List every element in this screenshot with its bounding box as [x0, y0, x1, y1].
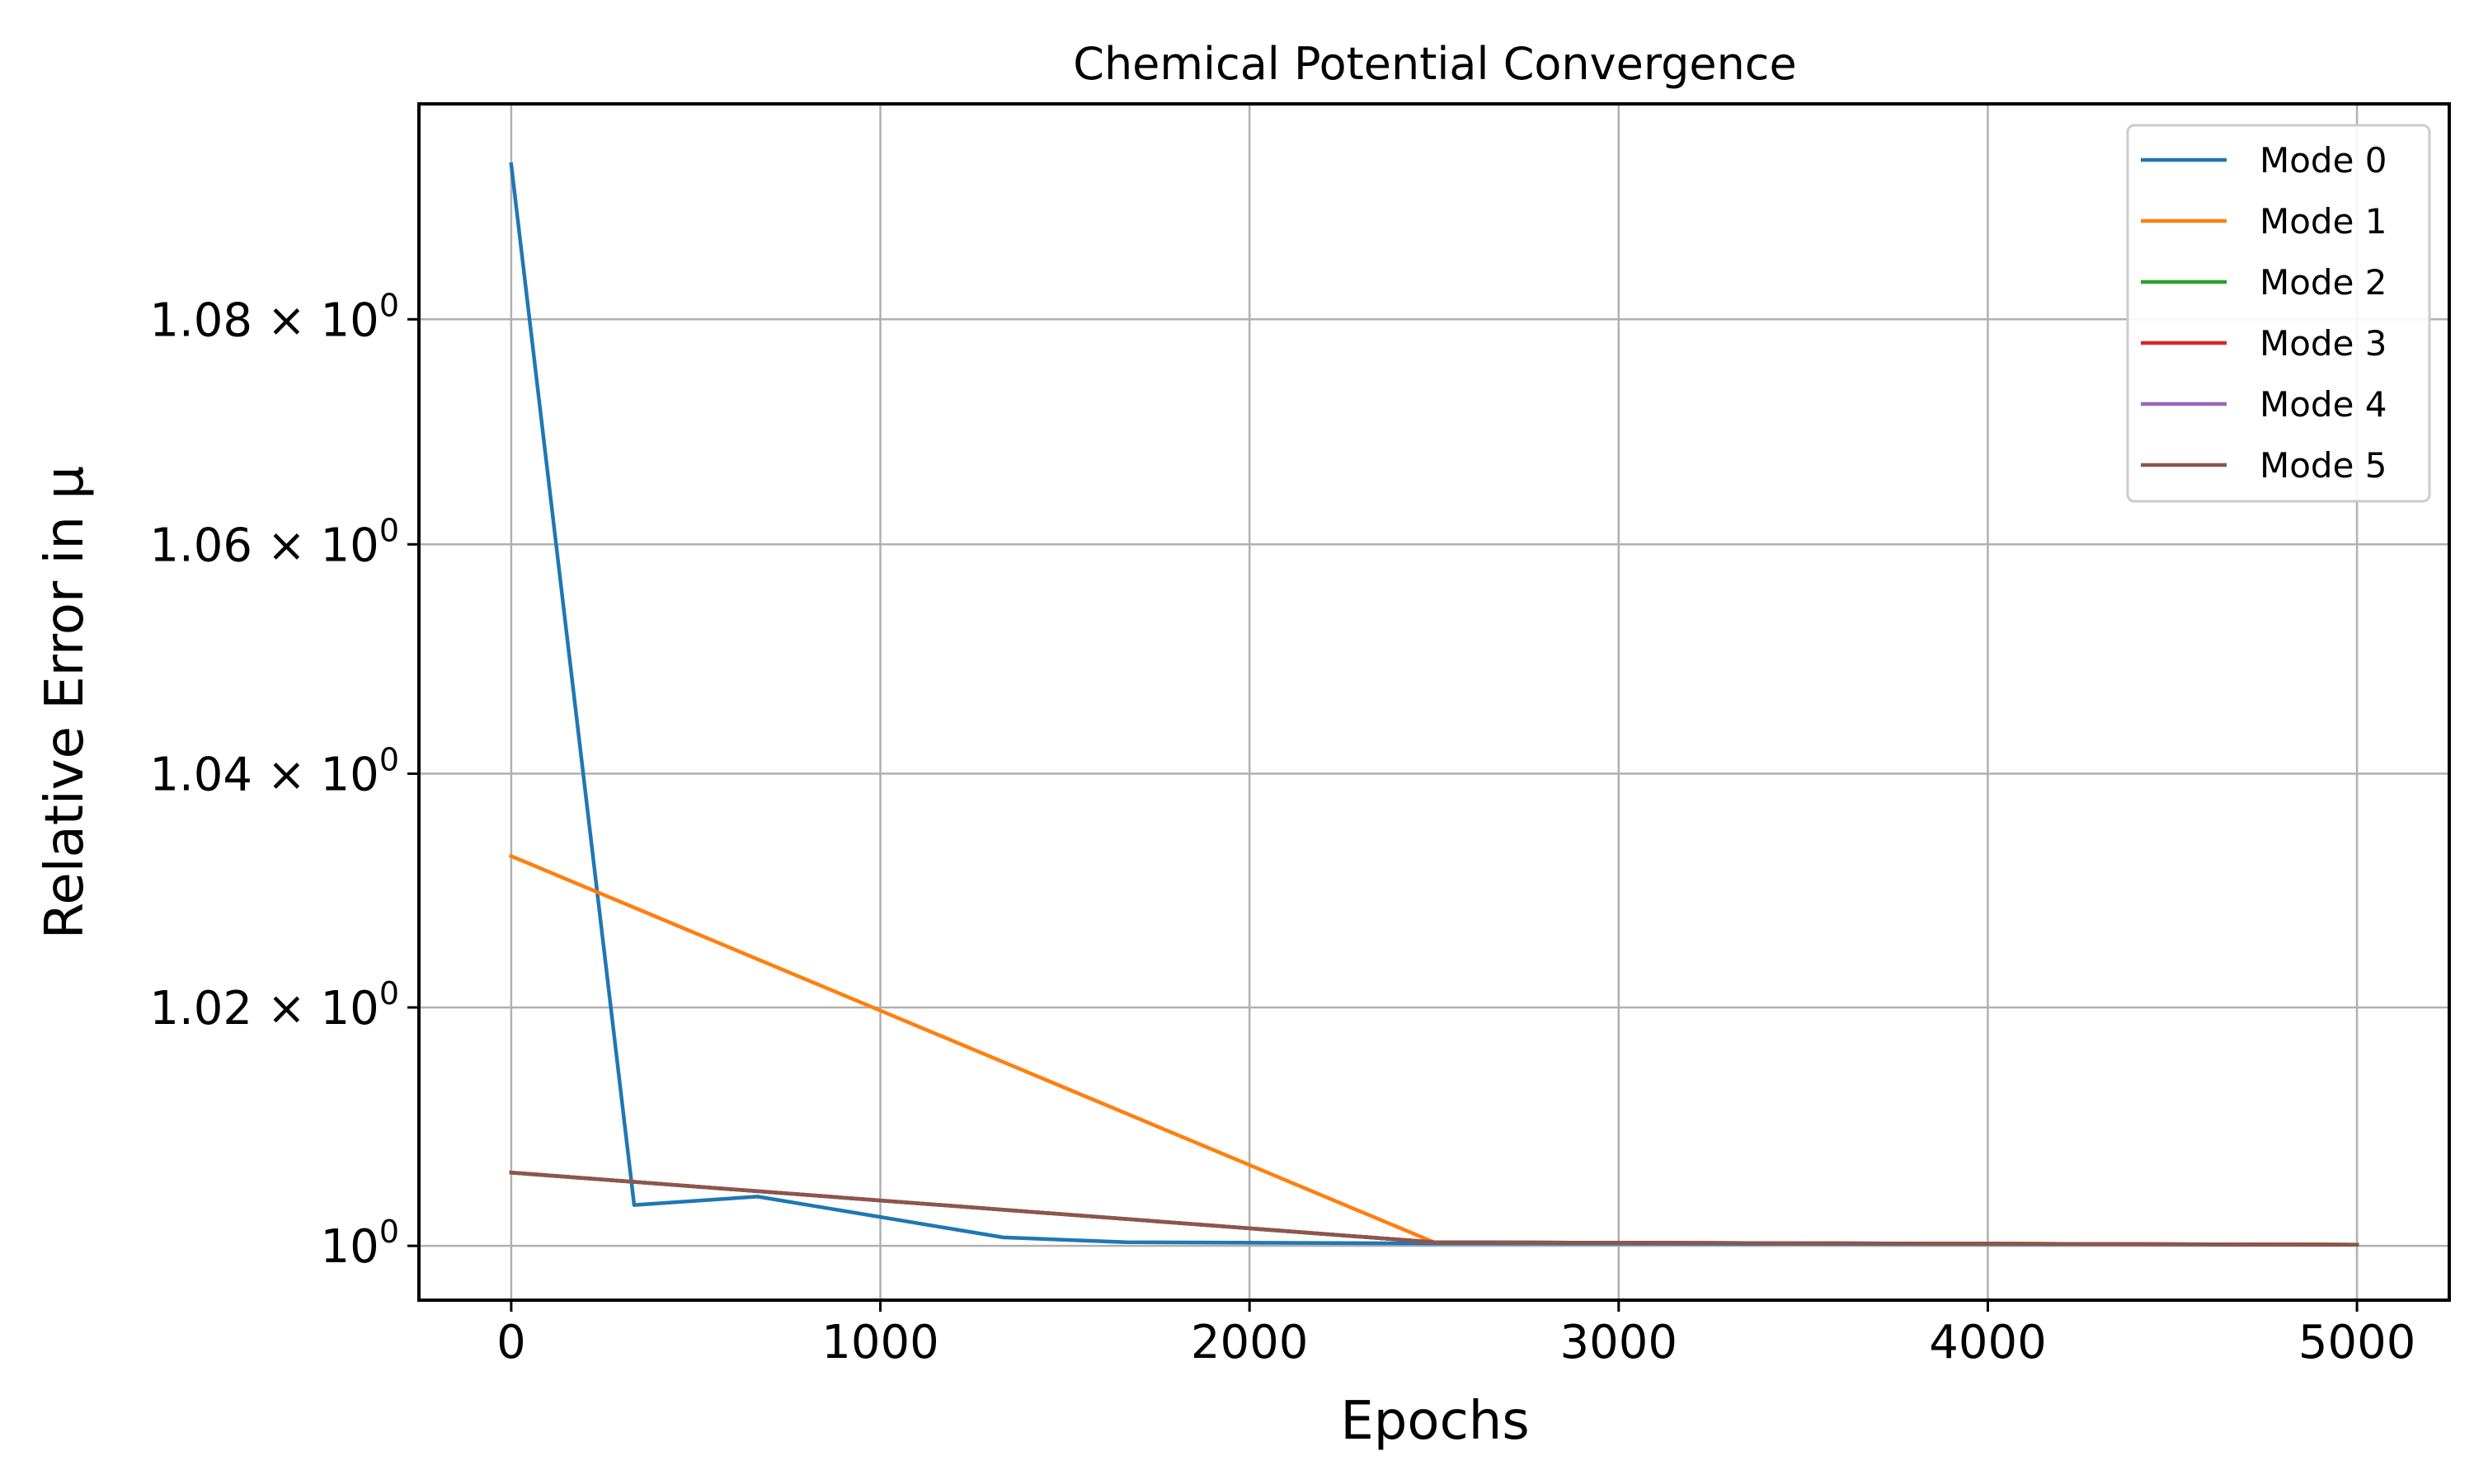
legend-label: Mode 0 — [2260, 140, 2387, 181]
y-tick-base: 10 — [321, 1220, 379, 1274]
y-tick-exponent: 0 — [379, 741, 399, 777]
y-tick-base: 10 — [321, 519, 379, 572]
x-tick-label: 5000 — [2298, 1316, 2416, 1369]
y-tick-exponent: 0 — [379, 512, 399, 548]
legend-label: Mode 1 — [2260, 201, 2387, 242]
legend-items: Mode 0 Mode 1 Mode 2 Mode 3 Mode 4 Mode 5 — [2141, 140, 2387, 486]
plot-frame — [417, 102, 2451, 1302]
x-tick-label: 4000 — [1929, 1316, 2047, 1369]
series-line-mode-5 — [509, 1170, 2359, 1247]
y-tick-label: 100 — [321, 1214, 399, 1274]
legend-label: Mode 3 — [2260, 323, 2387, 364]
y-tick-exponent: 0 — [379, 975, 399, 1012]
y-tick-label: 1.08 × 100 — [149, 287, 399, 347]
x-tick-label: 0 — [496, 1316, 526, 1369]
legend-label: Mode 4 — [2260, 384, 2387, 425]
x-ticks: 0 1000 2000 3000 4000 5000 — [496, 1300, 2415, 1369]
series-layer — [508, 162, 2359, 1247]
x-axis-label: Epochs — [1340, 1391, 1529, 1452]
x-tick-label: 2000 — [1191, 1316, 1309, 1369]
legend: Mode 0 Mode 1 Mode 2 Mode 3 Mode 4 Mode 5 — [2126, 124, 2431, 503]
y-tick-mantissa: 1.06 × — [149, 519, 320, 572]
y-tick-label: 1.04 × 100 — [149, 741, 399, 801]
y-tick-exponent: 0 — [379, 1214, 399, 1250]
chart-title: Chemical Potential Convergence — [1073, 38, 1796, 90]
y-tick-base: 10 — [321, 294, 379, 347]
y-tick-label: 1.06 × 100 — [149, 512, 399, 572]
y-tick-label: 1.02 × 100 — [149, 975, 399, 1036]
y-tick-base: 10 — [321, 982, 379, 1036]
y-tick-exponent: 0 — [379, 287, 399, 323]
y-tick-base: 10 — [321, 748, 379, 801]
x-tick-label: 3000 — [1560, 1316, 1678, 1369]
x-tick-label: 1000 — [821, 1316, 939, 1369]
legend-label: Mode 5 — [2260, 445, 2387, 486]
y-tick-mantissa: 1.04 × — [149, 748, 320, 801]
y-tick-mantissa: 1.08 × — [149, 294, 320, 347]
legend-label: Mode 2 — [2260, 262, 2387, 303]
y-axis-label: Relative Error in μ — [35, 466, 96, 939]
y-tick-mantissa: 1.02 × — [149, 982, 320, 1036]
